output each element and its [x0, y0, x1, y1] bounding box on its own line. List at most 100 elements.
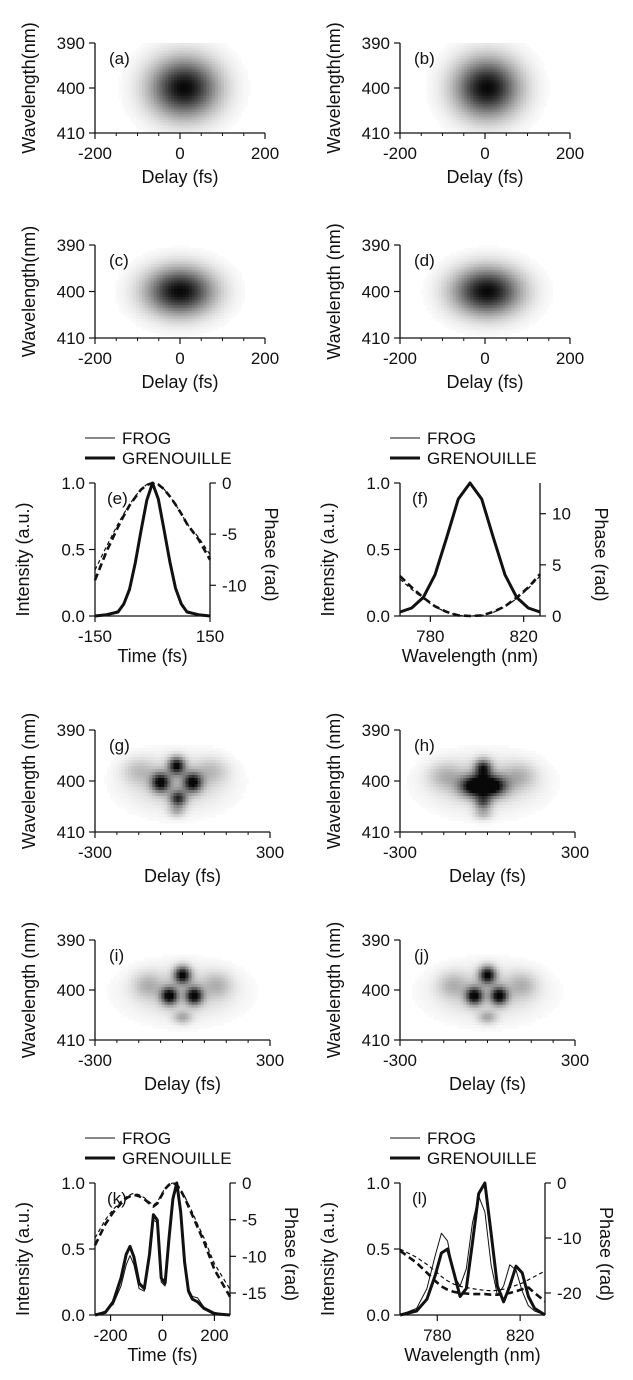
heatmap-cell [531, 90, 536, 94]
heatmap-cell [232, 114, 237, 118]
heatmap-cell [215, 321, 219, 325]
heatmap-cell [473, 93, 477, 97]
heatmap-cell [182, 103, 187, 107]
heatmap-cell [144, 114, 149, 118]
heatmap-cell [526, 255, 530, 260]
heatmap-cell [136, 302, 140, 306]
heatmap-cell [467, 294, 471, 298]
heatmap-cell [136, 313, 140, 317]
heatmap-cell [194, 332, 198, 336]
heatmap-cell [159, 250, 163, 254]
heatmap-cell [470, 261, 474, 265]
heatmap-cell [168, 332, 172, 336]
heatmap-cell [452, 117, 457, 121]
heatmap-cell [159, 106, 163, 110]
heatmap-cell [470, 80, 474, 84]
heatmap-cell [534, 313, 539, 317]
heatmap-cell [502, 247, 506, 251]
heatmap-cell [502, 255, 506, 260]
heatmap-cell [523, 261, 527, 265]
heatmap-cell [147, 250, 152, 254]
heatmap-cell [124, 302, 128, 306]
heatmap-cell [452, 291, 457, 295]
heatmap-cell [517, 103, 521, 107]
heatmap-cell [138, 72, 143, 76]
heatmap-cell [182, 316, 187, 320]
heatmap-cell [452, 324, 457, 328]
heatmap-cell [461, 272, 465, 276]
heatmap-cell [537, 103, 542, 107]
heatmap-cell [223, 93, 228, 97]
heatmap-cell [531, 95, 536, 99]
heatmap-cell [511, 109, 515, 113]
heatmap-cell [174, 247, 178, 251]
heatmap-cell [487, 299, 492, 303]
heatmap-cell [215, 258, 219, 262]
heatmap-cell [511, 64, 515, 68]
heatmap-cell [209, 109, 213, 113]
heatmap-cell [171, 130, 175, 134]
heatmap-cell [209, 255, 213, 260]
heatmap-cell [493, 247, 498, 251]
heatmap-cell [133, 291, 137, 295]
heatmap-cell [476, 305, 480, 309]
heatmap-cell [223, 288, 228, 292]
heatmap-cell [467, 277, 471, 281]
heatmap-cell [162, 291, 166, 295]
heatmap-cell [429, 95, 433, 99]
heatmap-cell [528, 103, 533, 107]
heatmap-cell [206, 64, 210, 68]
heatmap-cell [226, 286, 231, 290]
heatmap-cell [124, 291, 128, 295]
heatmap-cell [174, 296, 178, 301]
heatmap-cell [423, 280, 427, 284]
heatmap-cell [487, 125, 492, 129]
heatmap-cell [441, 101, 445, 105]
heatmap-cell [523, 324, 527, 328]
heatmap-cell [508, 286, 512, 290]
heatmap-cell [438, 111, 442, 115]
heatmap-cell [526, 88, 530, 92]
heatmap-cell [514, 269, 518, 273]
heatmap-cell [124, 64, 128, 68]
heatmap-cell [191, 288, 196, 292]
heatmap-cell [174, 119, 178, 123]
heatmap-cell [133, 294, 137, 298]
heatmap-cell [133, 80, 137, 84]
heatmap-cell [438, 294, 442, 298]
heatmap-cell [476, 109, 480, 113]
heatmap-cell [508, 66, 512, 70]
heatmap-cell [479, 48, 483, 52]
heatmap-cell [226, 264, 231, 268]
heatmap-cell [523, 127, 527, 131]
heatmap-cell [487, 45, 492, 49]
heatmap-cell [455, 296, 460, 301]
heatmap-cell [467, 74, 471, 78]
heatmap-cell [241, 77, 245, 81]
heatmap-cell [461, 261, 465, 265]
heatmap-cell [136, 299, 140, 303]
heatmap-cell [482, 324, 486, 328]
heatmap-cell [537, 277, 542, 281]
heatmap-cell [197, 130, 201, 134]
heatmap-cell [177, 119, 181, 123]
heatmap-cell [423, 302, 427, 306]
heatmap-cell [226, 82, 231, 86]
heatmap-cell [168, 64, 172, 68]
heatmap-cell [215, 61, 219, 65]
heatmap-cell [174, 117, 178, 121]
heatmap-cell [526, 280, 530, 284]
heatmap-cell [520, 253, 524, 257]
heatmap-cell [482, 48, 486, 52]
heatmap-cell [168, 122, 172, 126]
heatmap-cell [141, 114, 146, 118]
heatmap-cell [470, 95, 474, 99]
heatmap-cell [479, 266, 483, 271]
heatmap-cell [174, 313, 178, 317]
heatmap-cell [473, 48, 477, 52]
heatmap-cell [531, 82, 536, 86]
heatmap-cell [150, 302, 155, 306]
heatmap-cell [443, 288, 448, 292]
heatmap-cell [476, 258, 480, 262]
